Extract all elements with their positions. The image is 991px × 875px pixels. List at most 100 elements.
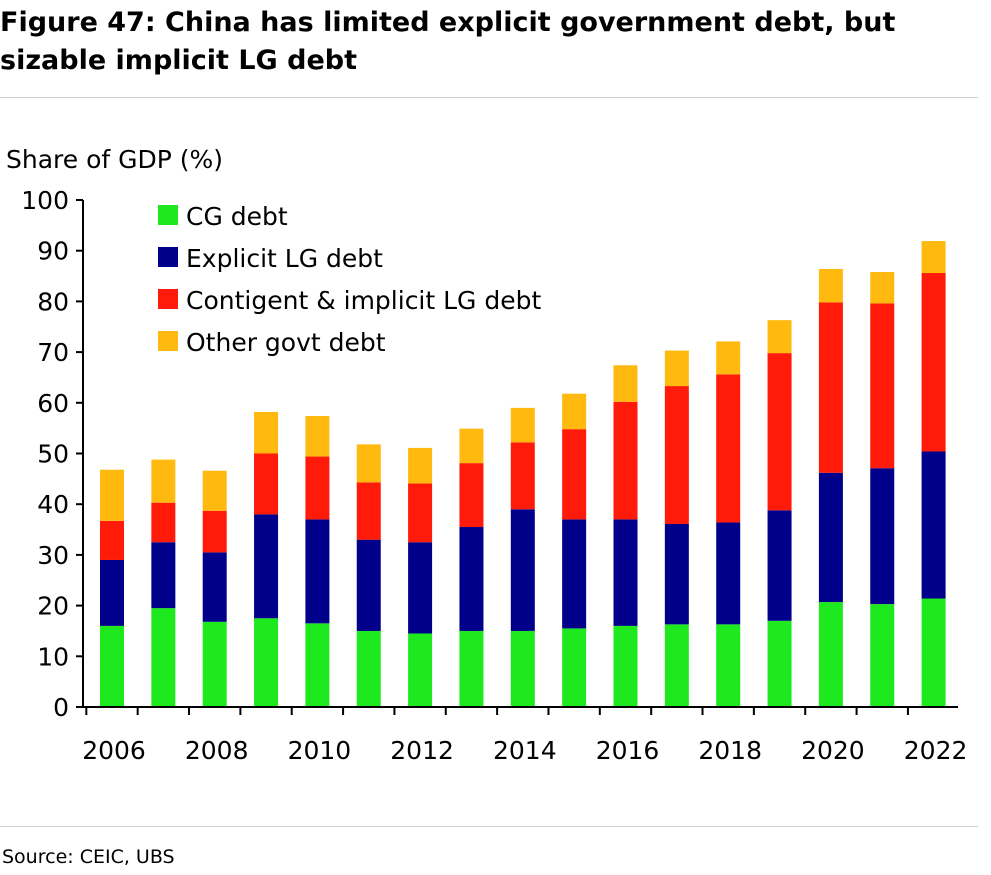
bar-segment-cg-debt-2015 [562,628,587,707]
bar-segment-cg-debt-2006 [100,625,124,707]
bar-segment-cg-debt-2021 [870,604,895,707]
x-tick-label: 2010 [288,736,352,765]
bar-segment-other-govt-debt-2020 [818,268,843,303]
bar-segment-contigent-implicit-lg-debt-2017 [664,386,689,524]
bar-segment-other-govt-debt-2007 [151,459,176,503]
stacked-bar-chart: Share of GDP (%) 0 10 20 30 40 50 60 70 80 90 100 20… [6,145,968,765]
bar-segment-explicit-lg-debt-2007 [151,542,176,609]
legend-swatch [158,289,178,309]
legend-label: CG debt [186,202,288,231]
legend-label: Contigent & implicit LG debt [186,286,541,315]
bar-segment-cg-debt-2007 [151,608,176,707]
bar-segment-contigent-implicit-lg-debt-2022 [921,273,946,452]
x-tick-label: 2018 [698,736,762,765]
x-tick-label: 2014 [493,736,557,765]
bar-segment-contigent-implicit-lg-debt-2015 [562,429,587,520]
bar-segment-contigent-implicit-lg-debt-2020 [818,302,843,473]
legend-label: Explicit LG debt [186,244,383,273]
bar-segment-other-govt-debt-2010 [305,415,330,457]
bar-segment-cg-debt-2009 [254,618,279,707]
bar-segment-other-govt-debt-2013 [459,428,484,464]
bar-segment-contigent-implicit-lg-debt-2006 [100,520,124,560]
bar-segment-cg-debt-2012 [408,633,433,707]
bar-segment-contigent-implicit-lg-debt-2021 [870,303,895,469]
x-tick-label: 2020 [801,736,865,765]
bar-segment-cg-debt-2010 [305,623,330,707]
bar-segment-contigent-implicit-lg-debt-2012 [408,483,433,543]
y-tick-label: 0 [53,693,69,722]
bar-segment-other-govt-debt-2017 [664,350,689,387]
y-tick-label: 90 [37,237,69,266]
bar-segment-explicit-lg-debt-2016 [613,519,638,626]
y-tick-label: 10 [37,642,69,671]
bar-segment-contigent-implicit-lg-debt-2007 [151,502,176,543]
bar-segment-explicit-lg-debt-2013 [459,527,484,631]
bar-segment-other-govt-debt-2014 [510,407,535,443]
bar-segment-other-govt-debt-2018 [716,341,741,375]
x-tick-label: 2012 [390,736,454,765]
y-tick-label: 100 [21,186,69,215]
bar-segment-explicit-lg-debt-2014 [510,509,535,631]
bar-segment-contigent-implicit-lg-debt-2016 [613,401,638,520]
bar-segment-contigent-implicit-lg-debt-2014 [510,442,535,510]
bar-segment-cg-debt-2013 [459,630,484,707]
bar-segment-cg-debt-2016 [613,625,638,707]
bar-segment-contigent-implicit-lg-debt-2013 [459,463,484,528]
bar-segment-other-govt-debt-2022 [921,241,946,274]
bar-segment-cg-debt-2008 [202,621,227,707]
source-divider [0,826,978,827]
bar-segment-explicit-lg-debt-2022 [921,451,946,599]
legend-label: Other govt debt [186,328,386,357]
bar-segment-contigent-implicit-lg-debt-2008 [202,510,227,553]
bar-segment-cg-debt-2014 [510,630,535,707]
bar-segment-other-govt-debt-2006 [100,469,124,521]
bar-segment-cg-debt-2011 [356,630,381,707]
y-axis-title: Share of GDP (%) [6,145,223,174]
bar-segment-explicit-lg-debt-2009 [254,514,279,619]
bar-segment-other-govt-debt-2021 [870,271,895,304]
bar-segment-cg-debt-2019 [767,620,792,707]
legend-swatch [158,205,178,225]
bar-segment-explicit-lg-debt-2011 [356,539,381,631]
bar-segment-explicit-lg-debt-2006 [100,559,124,626]
bar-segment-cg-debt-2020 [818,602,843,707]
source-note: Source: CEIC, UBS [2,846,175,868]
x-tick-label: 2008 [185,736,249,765]
bar-segment-explicit-lg-debt-2010 [305,519,330,624]
bar-segment-other-govt-debt-2019 [767,320,792,354]
y-tick-label: 60 [37,389,69,418]
y-tick-label: 20 [37,592,69,621]
bar-segment-explicit-lg-debt-2018 [716,522,741,625]
bar-segment-other-govt-debt-2016 [613,365,638,402]
bar-segment-explicit-lg-debt-2008 [202,552,227,622]
y-tick-label: 40 [37,490,69,519]
bar-segment-other-govt-debt-2015 [562,393,587,430]
bar-segment-contigent-implicit-lg-debt-2011 [356,482,381,540]
x-tick-label: 2022 [904,736,968,765]
bar-segment-contigent-implicit-lg-debt-2018 [716,374,741,523]
bar-segment-contigent-implicit-lg-debt-2009 [254,453,279,515]
bar-segment-other-govt-debt-2012 [408,447,433,484]
bar-segment-contigent-implicit-lg-debt-2010 [305,456,330,520]
bar-segment-cg-debt-2017 [664,624,689,707]
x-tick-label: 2016 [596,736,660,765]
bar-segment-other-govt-debt-2008 [202,470,227,511]
bar-segment-explicit-lg-debt-2020 [818,472,843,603]
legend-swatch [158,247,178,267]
y-tick-label: 80 [37,287,69,316]
y-tick-label: 30 [37,541,69,570]
bar-segment-contigent-implicit-lg-debt-2019 [767,353,792,511]
bar-segment-explicit-lg-debt-2017 [664,523,689,625]
y-tick-label: 50 [37,440,69,469]
bar-segment-other-govt-debt-2009 [254,411,279,454]
x-tick-label: 2006 [82,736,146,765]
bar-segment-explicit-lg-debt-2012 [408,542,433,634]
bar-segment-explicit-lg-debt-2021 [870,468,895,605]
figure-title: Figure 47: China has limited explicit go… [0,7,896,76]
bar-segment-other-govt-debt-2011 [356,444,381,483]
bar-segment-cg-debt-2022 [921,598,946,707]
legend-swatch [158,331,178,351]
y-tick-label: 70 [37,338,69,367]
bar-segment-explicit-lg-debt-2015 [562,519,587,629]
bar-segment-explicit-lg-debt-2019 [767,510,792,621]
